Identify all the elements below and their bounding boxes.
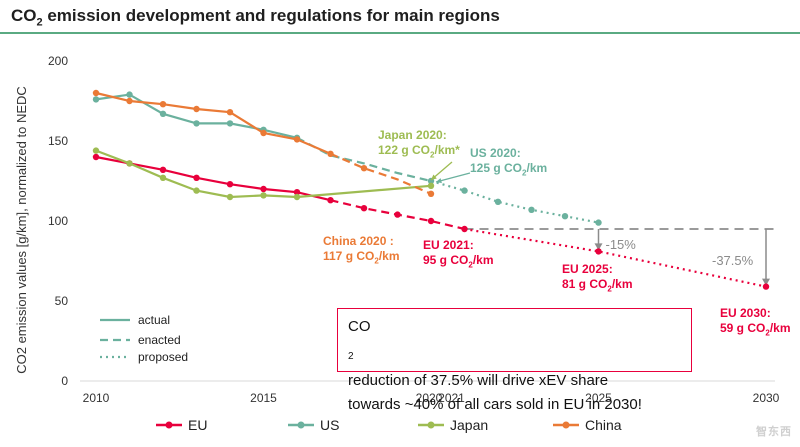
legend-marker-china [562,421,570,429]
china-point-2012 [159,101,167,108]
china-point-2016 [293,136,301,143]
eu-point-2030 [762,283,770,290]
legend-label-japan: Japan [450,417,488,433]
us-point-2021 [461,187,468,194]
legend-marker-japan [427,421,435,429]
x-tick-label-2020: 2020 [416,391,443,405]
china-point-2017 [327,150,334,157]
legend-marker-us [297,421,305,429]
y-tick-label-0: 0 [61,374,68,388]
china-point-2020 [427,190,435,197]
callout-box: CO 2 reduction of 37.5% will drive xEV sh… [337,308,692,413]
eu-point-2013 [193,174,200,181]
china-point-2018 [360,165,368,172]
japan-point-2011 [126,160,133,167]
us-point-2024 [561,213,569,220]
eu-point-2014 [226,181,234,188]
china-actual-line [95,91,331,155]
japan-point-2012 [159,174,167,181]
reduction-label--15-: -15% [606,237,637,252]
eu-point-2012 [159,166,167,173]
eu-point-2019 [394,211,401,218]
y-axis-title: CO2 emission values [g/km], normalized t… [14,86,29,374]
china-point-2011 [126,97,133,105]
header-bar: CO2 emission development and regulations… [0,0,800,34]
y-tick-label-100: 100 [48,214,68,228]
japan-point-2010 [92,147,100,154]
y-tick-label-50: 50 [55,294,69,308]
reduction-label--37-5-: -37.5% [712,253,754,268]
eu-point-2017 [327,197,334,204]
china-enacted-line [330,152,432,195]
x-tick-label-2025: 2025 [585,391,612,405]
japan-point-2015 [260,192,267,199]
eu-point-2010 [92,153,100,161]
reduction-arrowhead--15- [594,243,603,251]
legend-label-china: China [585,417,622,433]
legend-marker-eu [165,421,173,429]
eu-actual-line [95,155,331,202]
japan-actual-line [95,149,432,199]
eu-point-2020 [427,217,435,225]
us-point-2025 [595,219,602,226]
reduction-arrowhead--37-5- [762,278,770,286]
us-proposed-line [430,179,599,224]
legend-label-dotted: proposed [138,350,188,364]
japan-point-2020 [427,182,435,189]
us-point-2014 [226,120,234,127]
x-tick-label-2021: 2021 [438,391,465,405]
china-point-2010 [92,89,100,97]
china-point-2014 [226,109,234,116]
legend-label-eu: EU [188,417,207,433]
japan-annotation-pointer-head [431,174,437,180]
x-tick-label-2015: 2015 [250,391,277,405]
us-point-2012 [159,110,167,118]
eu-2025-annotation: EU 2025: 81 g CO2/km [562,262,633,294]
us-point-2010 [92,96,100,103]
x-tick-label-2030: 2030 [753,391,780,405]
us-point-2013 [193,120,200,127]
legend-label-dashed: enacted [138,333,181,347]
us-point-2023 [528,206,535,213]
page-title: CO2 emission development and regulations… [11,6,500,29]
us-annotation-pointer-head [436,178,442,184]
china-2020-annotation: China 2020 : 117 g CO2/km [323,234,400,266]
legend-label-solid: actual [138,313,170,327]
japan-point-2014 [226,193,234,201]
eu-point-2021 [461,225,468,233]
china-point-2013 [193,105,200,113]
us-enacted-line [296,136,432,183]
eu-point-2025 [595,248,602,255]
eu-point-2018 [360,205,368,212]
y-tick-label-150: 150 [48,134,68,148]
eu-point-2016 [293,189,301,196]
legend-label-us: US [320,417,339,433]
japan-point-2016 [293,193,301,201]
us-2020-annotation: US 2020: 125 g CO2/km [470,146,548,178]
eu-2021-annotation: EU 2021: 95 g CO2/km [423,238,494,270]
y-tick-label-200: 200 [48,54,68,68]
watermark: 智东西 [756,426,792,438]
eu-point-2015 [260,185,267,193]
eu-2030-annotation: EU 2030: 59 g CO2/km [720,306,791,338]
chart: CO2 emission values [g/km], normalized t… [14,54,780,433]
x-tick-label-2010: 2010 [83,391,110,405]
us-point-2022 [494,198,502,205]
japan-2020-annotation: Japan 2020: 122 g CO2/km* [378,128,460,160]
us-point-2011 [126,91,133,98]
china-point-2015 [260,129,267,137]
us-annotation-pointer [435,172,471,183]
japan-point-2013 [193,187,200,194]
